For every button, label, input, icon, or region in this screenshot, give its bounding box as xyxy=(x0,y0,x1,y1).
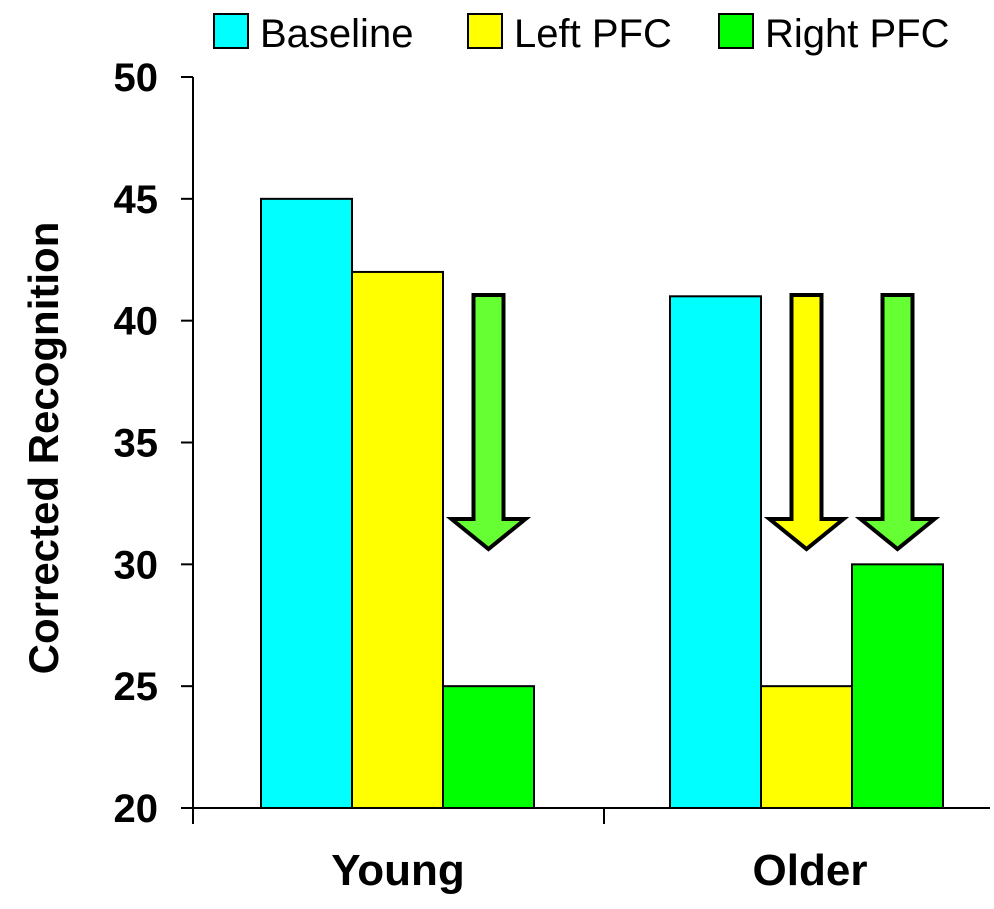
legend-swatch xyxy=(467,13,503,49)
bar-young-baseline xyxy=(260,197,353,810)
legend-label: Left PFC xyxy=(514,12,672,56)
legend-label: Right PFC xyxy=(765,12,950,56)
category-label: Young xyxy=(331,846,465,895)
axes xyxy=(192,77,990,824)
category-labels: Young Older xyxy=(331,846,867,895)
down-arrow-icon xyxy=(763,293,850,552)
bar-young-right-pfc xyxy=(442,685,535,810)
y-axis-ticks: 20 25 30 35 40 45 50 xyxy=(114,56,193,831)
category-label: Older xyxy=(753,846,868,895)
bar-young-left-pfc xyxy=(351,270,444,809)
legend-label: Baseline xyxy=(260,12,413,56)
y-tick-label: 25 xyxy=(114,665,159,709)
bars xyxy=(260,197,944,810)
y-tick-label: 30 xyxy=(114,543,159,587)
down-arrow-icon xyxy=(445,293,532,552)
legend-swatch xyxy=(213,13,249,49)
y-tick-label: 40 xyxy=(114,300,159,344)
y-tick-label: 20 xyxy=(114,787,159,831)
y-tick-label: 45 xyxy=(114,178,159,222)
legend-swatch xyxy=(718,13,754,49)
arrows xyxy=(445,293,941,552)
y-axis-label: Corrected Recognition xyxy=(20,222,67,675)
down-arrow-icon xyxy=(854,293,941,552)
y-tick-label: 50 xyxy=(114,56,159,100)
y-tick-label: 35 xyxy=(114,422,159,466)
bar-older-right-pfc xyxy=(851,563,944,809)
bar-older-baseline xyxy=(669,295,762,809)
bar-older-left-pfc xyxy=(760,685,853,810)
legend: Baseline Left PFC Right PFC xyxy=(213,12,950,56)
